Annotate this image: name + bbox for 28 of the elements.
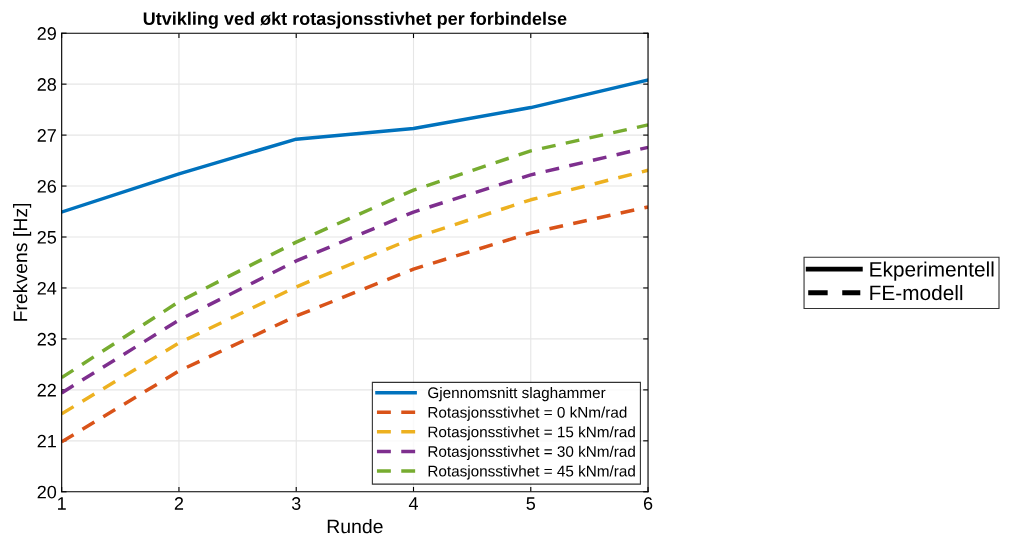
y-tick-label: 26	[37, 179, 57, 193]
y-tick-label: 27	[37, 129, 56, 142]
y-tick-label: 25	[37, 230, 57, 244]
chart-title: Utvikling ved økt rotasjonsstivhet per forbindelse	[143, 11, 567, 29]
y-tick-label: 20	[37, 485, 57, 499]
x-tick-label: 6	[643, 497, 653, 510]
y-tick-label: 21	[37, 434, 56, 448]
legend-label: Rotasjonsstivhet = 45 kNm/rad	[428, 465, 635, 480]
line-series	[61, 78, 649, 214]
y-axis-title: Frekvens [Hz]	[13, 203, 32, 321]
x-tick-label: 2	[174, 497, 184, 510]
x-axis-title: Runde	[327, 519, 383, 534]
legend-label: Rotasjonsstivhet = 0 kNm/rad	[428, 406, 627, 421]
legend-label: Rotasjonsstivhet = 30 kNm/rad	[428, 445, 635, 460]
legend-label: Ekperimentell	[870, 261, 994, 281]
y-tick-label: 23	[37, 332, 57, 346]
y-tick-label: 24	[37, 281, 57, 295]
legend-label: Gjennomsnitt slaghammer	[428, 386, 606, 402]
line-series	[61, 205, 649, 444]
x-tick-label: 3	[291, 497, 301, 510]
x-tick-label: 4	[408, 497, 418, 510]
y-tick-label: 28	[37, 78, 57, 91]
x-tick-label: 1	[58, 497, 66, 510]
x-tick-label: 5	[526, 497, 536, 510]
legend-label: Rotasjonsstivhet = 15 kNm/rad	[428, 426, 635, 441]
y-tick-label: 29	[37, 27, 56, 40]
legend-label: FE-modell	[870, 284, 963, 301]
y-tick-label: 22	[37, 383, 56, 397]
